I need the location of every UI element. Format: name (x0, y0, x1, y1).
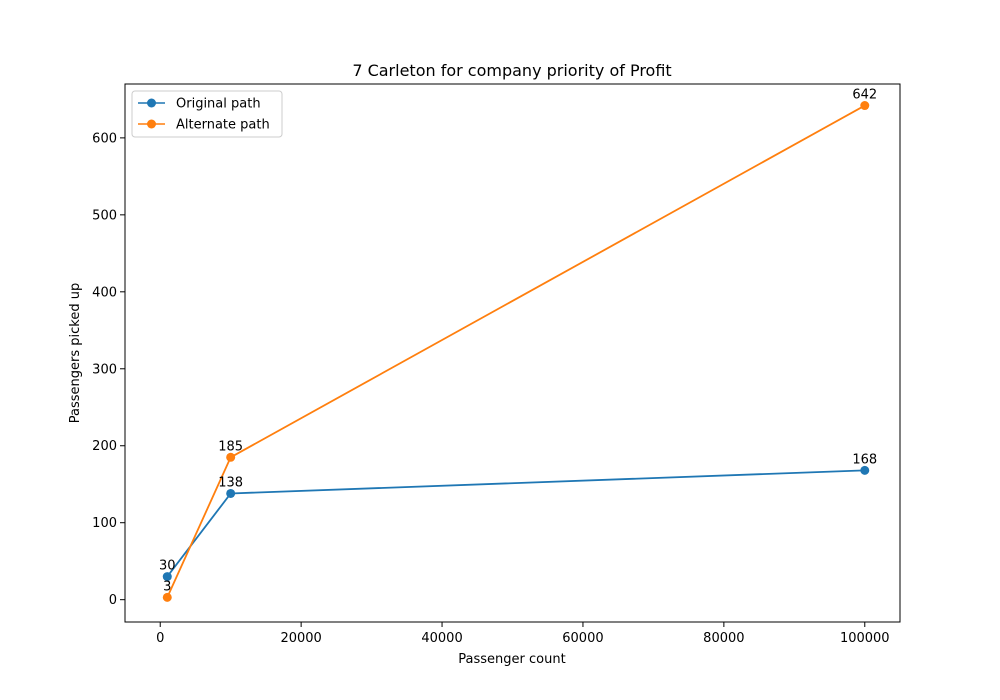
plot-area (125, 84, 900, 622)
data-label-alternate-path: 185 (218, 439, 243, 454)
x-tick-label: 0 (156, 631, 164, 646)
legend-label-original: Original path (176, 97, 261, 112)
plot-frame (124, 83, 901, 623)
x-tick-label: 60000 (562, 631, 603, 646)
y-tick-label: 500 (92, 208, 117, 223)
data-point-original-path (226, 488, 236, 498)
axis-ticks: 0 20000 40000 60000 80000 100000 0 100 200 300 400… (92, 131, 889, 646)
x-tick-label: 20000 (280, 631, 321, 646)
legend-box (131, 90, 283, 138)
data-label-original-path: 168 (852, 452, 877, 467)
legend-label-alternate: Alternate path (176, 118, 270, 133)
x-tick-label: 80000 (703, 631, 744, 646)
data-point-alternate-path (226, 452, 236, 462)
x-tick-label: 40000 (421, 631, 462, 646)
data-point-alternate-path (162, 592, 172, 602)
y-tick-label: 200 (92, 439, 117, 454)
x-tick-label: 100000 (840, 631, 890, 646)
y-tick-label: 300 (92, 362, 117, 377)
legend-marker-original (147, 98, 156, 108)
data-label-alternate-path: 642 (852, 88, 877, 103)
y-tick-label: 100 (92, 516, 117, 531)
y-tick-label: 400 (92, 285, 117, 300)
y-axis-label: Passengers picked up (68, 283, 83, 423)
data-label-alternate-path: 3 (163, 579, 171, 594)
x-axis-label: Passenger count (458, 652, 565, 667)
data-point-original-path (860, 465, 870, 475)
legend-marker-alternate (147, 119, 156, 129)
y-tick-label: 0 (109, 593, 117, 608)
data-point-original-path (162, 572, 172, 582)
y-tick-label: 600 (92, 131, 117, 146)
chart-title: 7 Carleton for company priority of Profi… (352, 61, 671, 80)
data-point-alternate-path (860, 101, 870, 111)
data-label-original-path: 30 (159, 559, 176, 574)
series-layer: 30 138 168 3 185 642 (159, 88, 877, 602)
legend: Original path Alternate path (131, 90, 283, 138)
data-label-original-path: 138 (218, 475, 243, 490)
